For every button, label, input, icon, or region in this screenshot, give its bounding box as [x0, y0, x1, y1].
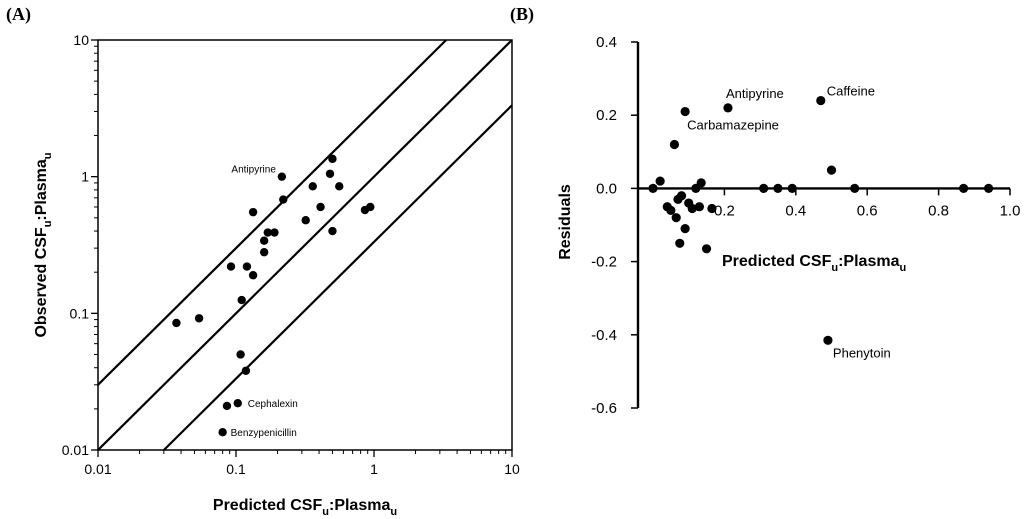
panel-b-annotations: Antipyrine Caffeine Carbamazepine Phenytoin	[687, 84, 891, 361]
data-point	[816, 95, 826, 106]
data-point	[328, 154, 337, 164]
data-point	[316, 202, 325, 212]
panel-b-y-axis-title: Residuals	[557, 184, 574, 260]
y-tick-label: 0.4	[596, 34, 617, 51]
data-point	[248, 271, 258, 280]
data-point	[328, 226, 337, 236]
y-tick-label: -0.4	[591, 327, 617, 344]
x-tick-label: 1	[370, 461, 378, 477]
panel-a-annotations: Antipyrine Cephalexin Benzypenicillin	[231, 165, 298, 440]
data-point	[850, 183, 860, 193]
data-point	[241, 366, 251, 375]
panel-b: (B) 0.4 0.2 0.0 -0.2 -0.4 -0.6 0.2 0.4 0.6 0.8 1.0…	[510, 4, 1020, 417]
data-point	[335, 182, 344, 191]
data-point	[680, 224, 690, 234]
panel-a-reference-lines	[97, 39, 513, 451]
x-tick-label: 1.0	[1000, 202, 1021, 219]
data-point	[648, 183, 658, 193]
data-point	[696, 178, 706, 188]
y-tick-label: -0.2	[591, 254, 617, 271]
reference-line-2	[163, 104, 513, 451]
x-tick-label: 0.8	[928, 202, 949, 219]
panel-b-label: (B)	[510, 4, 534, 25]
data-point	[259, 236, 269, 245]
y-tick-label: 0.2	[596, 107, 617, 124]
annotation-label: Carbamazepine	[687, 118, 779, 133]
annotation-label: Phenytoin	[833, 345, 891, 360]
data-point	[773, 183, 783, 193]
data-point	[759, 183, 769, 193]
data-point	[701, 244, 712, 254]
data-point	[172, 318, 181, 328]
annotation-label: Benzypenicillin	[231, 428, 297, 439]
data-point	[669, 139, 680, 150]
data-point	[675, 238, 685, 248]
x-tick-label: 0.2	[714, 202, 735, 219]
data-point	[226, 262, 236, 271]
data-point	[694, 202, 705, 212]
data-point	[983, 183, 994, 193]
reference-line-0	[97, 39, 447, 386]
annotation-label: Antipyrine	[726, 86, 784, 101]
data-point	[222, 401, 232, 411]
data-point	[301, 216, 310, 225]
panel-a-y-axis-title: Observed CSFu:Plasmau	[33, 152, 54, 337]
data-point	[237, 295, 246, 305]
y-tick-label: 0.0	[596, 180, 617, 197]
panel-a-x-axis-title: Predicted CSFu:Plasmau	[213, 497, 397, 518]
x-tick-label: 0.1	[226, 461, 246, 477]
data-point	[277, 172, 287, 181]
data-point	[958, 183, 969, 193]
data-point	[366, 202, 375, 212]
data-point	[325, 169, 335, 178]
data-point	[218, 427, 227, 437]
y-tick-label: 10	[73, 32, 89, 48]
data-point	[233, 399, 242, 408]
data-point	[655, 176, 665, 186]
data-point	[236, 350, 245, 359]
panel-b-x-axis-title: Predicted CSFu:Plasmau	[722, 253, 906, 274]
data-point	[723, 103, 733, 113]
y-tick-label: -0.6	[591, 400, 617, 417]
data-point	[194, 314, 204, 323]
data-point	[671, 213, 681, 223]
annotation-label: Caffeine	[827, 84, 875, 99]
data-point	[707, 203, 717, 214]
annotation-label: Cephalexin	[248, 399, 298, 410]
x-tick-label: 0.01	[84, 461, 111, 477]
y-tick-label: 0.01	[62, 442, 89, 458]
x-tick-label: 0.4	[785, 202, 806, 219]
reference-line-1	[97, 39, 513, 451]
data-point	[787, 183, 797, 193]
y-tick-label: 0.1	[70, 305, 90, 321]
panel-a-plot-frame	[97, 39, 513, 451]
data-point	[270, 228, 279, 237]
x-tick-label: 10	[504, 461, 520, 477]
data-point	[823, 335, 833, 345]
panel-b-points	[648, 95, 994, 345]
data-point	[687, 203, 697, 214]
panel-b-ticks: 0.4 0.2 0.0 -0.2 -0.4 -0.6 0.2 0.4 0.6 0.8 1.0	[591, 34, 1020, 417]
panel-a-points	[172, 154, 375, 437]
annotation-label: Antipyrine	[231, 165, 276, 176]
data-point	[680, 106, 690, 117]
y-tick-label: 1	[81, 169, 89, 185]
data-point	[666, 205, 676, 215]
panel-a-ticks: 0.01 0.1 1 10 0.01 0.1 1 10	[62, 32, 520, 477]
data-point	[676, 191, 687, 201]
data-point	[308, 182, 317, 191]
x-tick-label: 0.6	[857, 202, 878, 219]
data-point	[279, 195, 288, 204]
data-point	[248, 207, 258, 217]
data-point	[242, 262, 252, 271]
panel-b-axes	[636, 42, 1010, 408]
data-point	[259, 248, 269, 257]
data-point	[826, 165, 837, 175]
data-point	[263, 228, 273, 237]
panel-a: (A) 0.01 0.1 1 10 0.01 0.1 1 10 Antipyrine Cepha…	[6, 4, 520, 518]
panel-a-label: (A)	[6, 4, 31, 25]
